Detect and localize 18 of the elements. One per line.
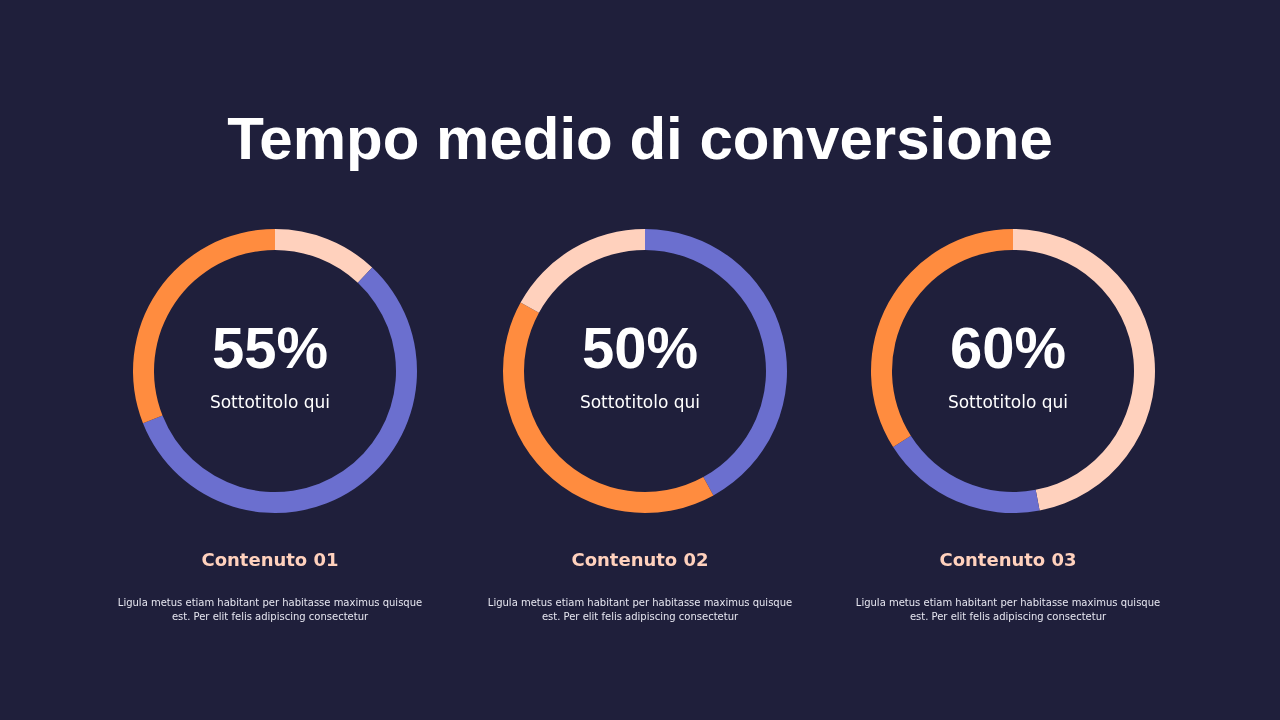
donut-slice bbox=[142, 267, 417, 513]
text: Ligula metus etiam habitant per habitasse maximus quisque est. Per elit felis adipiscing consectetur bbox=[486, 596, 794, 624]
text: Tempo medio di conversione bbox=[226, 104, 1054, 173]
text: Contenuto 02 bbox=[570, 549, 710, 570]
donut-slice bbox=[893, 435, 1040, 513]
text: Ligula metus etiam habitant per habitasse maximus quisque est. Per elit felis adipiscing consectetur bbox=[854, 596, 1162, 624]
donut-slice bbox=[503, 302, 714, 513]
text: Sottotitolo qui bbox=[578, 392, 702, 412]
text: Contenuto 01 bbox=[200, 549, 340, 570]
donut-slice bbox=[520, 229, 645, 313]
text: 60% bbox=[948, 314, 1068, 381]
text: 55% bbox=[210, 314, 330, 381]
text: Contenuto 03 bbox=[938, 549, 1078, 570]
text: Sottotitolo qui bbox=[946, 392, 1070, 412]
text: 50% bbox=[580, 314, 700, 381]
donut-slice bbox=[275, 229, 373, 283]
text: Sottotitolo qui bbox=[208, 392, 332, 412]
text: Ligula metus etiam habitant per habitasse maximus quisque est. Per elit felis adipiscing consectetur bbox=[116, 596, 424, 624]
